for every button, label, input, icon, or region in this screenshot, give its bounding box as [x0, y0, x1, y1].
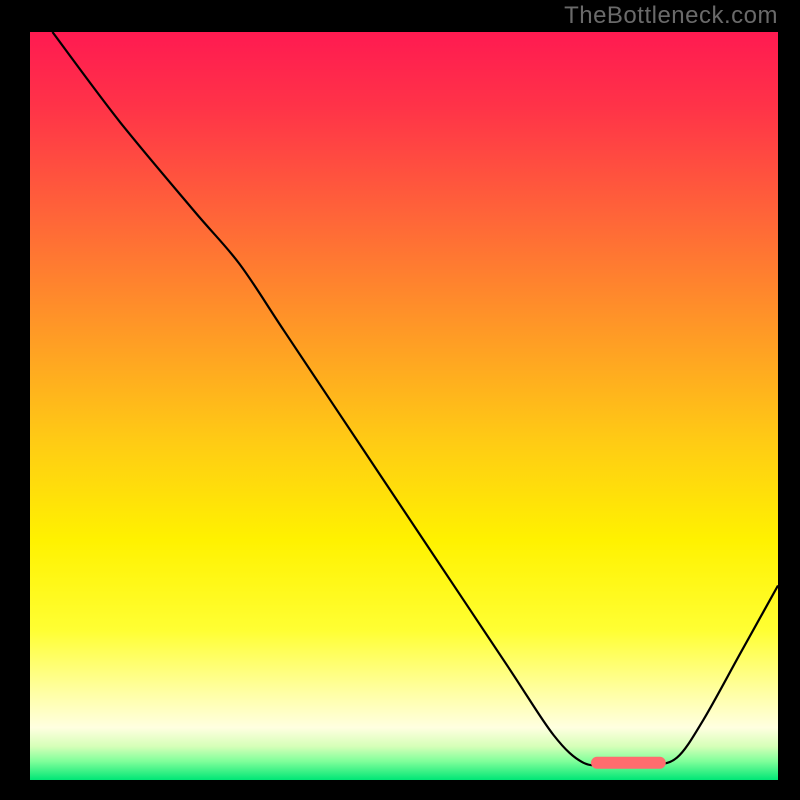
bottleneck-curve	[52, 32, 778, 766]
optimal-range-marker	[591, 757, 666, 769]
curve-overlay	[30, 32, 778, 780]
plot-area	[30, 32, 778, 768]
watermark-text: TheBottleneck.com	[564, 2, 778, 30]
